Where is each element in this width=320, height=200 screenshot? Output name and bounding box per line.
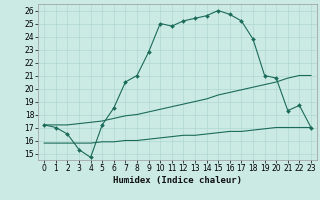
X-axis label: Humidex (Indice chaleur): Humidex (Indice chaleur) bbox=[113, 176, 242, 185]
